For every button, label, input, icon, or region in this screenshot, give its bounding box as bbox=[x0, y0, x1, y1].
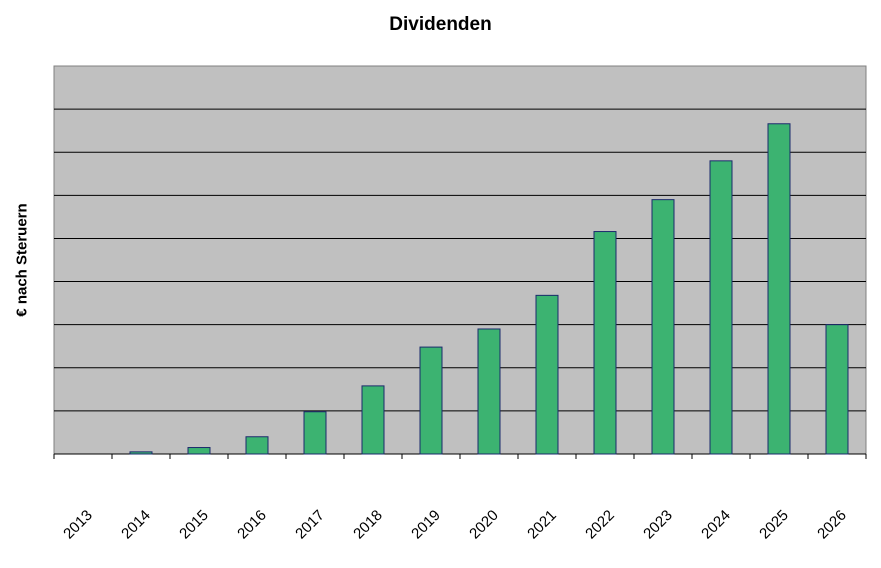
x-tick-label-2025: 2025 bbox=[756, 507, 792, 543]
x-tick-label-2023: 2023 bbox=[640, 507, 676, 543]
bar-2018 bbox=[361, 385, 385, 455]
x-tick-label-2021: 2021 bbox=[524, 507, 560, 543]
x-tick-labels: 2013 2014 2015 2016 2017 2018 2019 2020 2021 2022… bbox=[60, 507, 850, 543]
bar-2021 bbox=[535, 294, 559, 455]
x-tick-label-2024: 2024 bbox=[698, 507, 734, 543]
x-tick-label-2020: 2020 bbox=[466, 507, 502, 543]
bar-2019 bbox=[419, 346, 443, 455]
bar-2015 bbox=[187, 447, 211, 455]
x-ticks bbox=[53, 454, 867, 459]
x-tick-label-2015: 2015 bbox=[176, 507, 212, 543]
bar-2014 bbox=[129, 451, 153, 455]
x-tick-label-2018: 2018 bbox=[350, 507, 386, 543]
bar-2023 bbox=[651, 199, 675, 455]
x-tick-label-2026: 2026 bbox=[814, 507, 850, 543]
bar-2024 bbox=[709, 160, 733, 455]
x-tick-label-2019: 2019 bbox=[408, 507, 444, 543]
bars bbox=[129, 123, 849, 455]
x-tick-label-2022: 2022 bbox=[582, 507, 618, 543]
bar-2016 bbox=[245, 436, 269, 455]
bar-2026 bbox=[825, 324, 849, 455]
bar-2025 bbox=[767, 123, 791, 455]
x-tick-label-2013: 2013 bbox=[60, 507, 96, 543]
plot-area bbox=[53, 65, 867, 455]
x-tick-label-2016: 2016 bbox=[234, 507, 270, 543]
bar-2020 bbox=[477, 328, 501, 455]
x-tick-label-2017: 2017 bbox=[292, 507, 328, 543]
bar-2017 bbox=[303, 411, 327, 455]
x-tick-label-2014: 2014 bbox=[118, 507, 154, 543]
chart-title: Dividenden bbox=[389, 14, 492, 35]
bar-2022 bbox=[593, 231, 617, 455]
